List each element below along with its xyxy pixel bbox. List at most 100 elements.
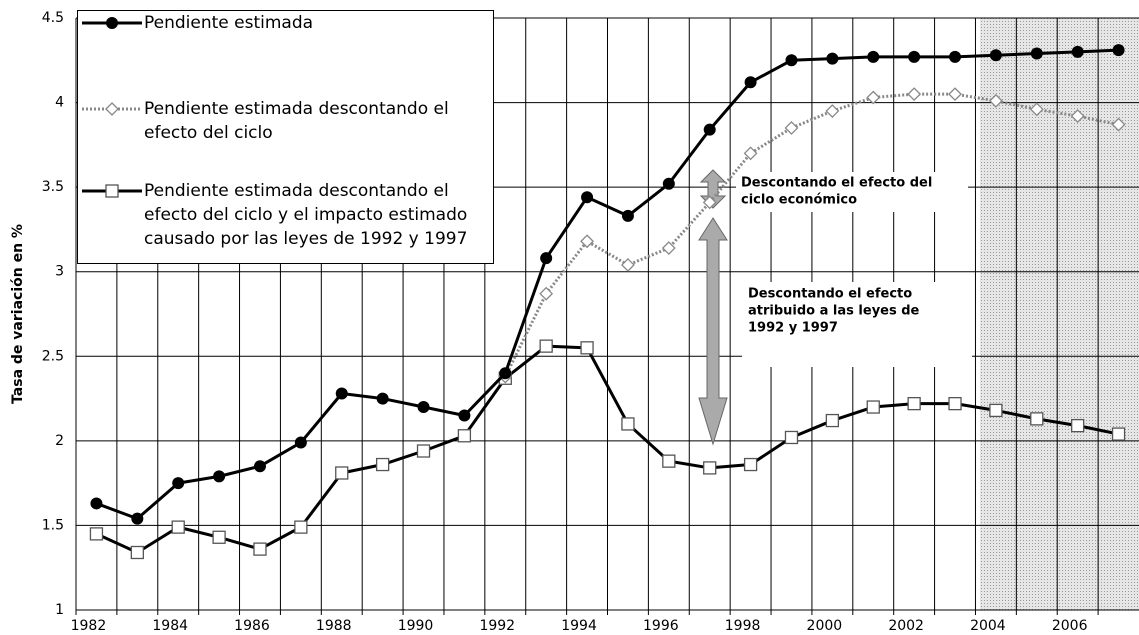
marker: [1112, 44, 1125, 57]
marker: [744, 76, 757, 89]
marker: [213, 470, 226, 483]
annotation: ciclo económico: [741, 193, 857, 208]
marker: [105, 102, 119, 116]
marker: [105, 184, 119, 198]
marker: [294, 520, 308, 534]
y-tick-label: 3.5: [42, 179, 64, 195]
marker: [785, 54, 798, 67]
marker: [335, 387, 348, 400]
marker: [417, 401, 430, 414]
marker: [90, 497, 103, 510]
x-tick-label: 1988: [316, 618, 352, 634]
y-axis-title: Tasa de variación en %: [10, 224, 26, 404]
marker: [784, 430, 799, 445]
annotation: Descontando el efecto del: [741, 176, 932, 191]
marker: [662, 454, 676, 468]
x-tick-label: 2006: [1052, 618, 1088, 634]
annotation: Descontando el efecto: [748, 287, 912, 302]
marker: [1071, 45, 1084, 58]
marker: [948, 87, 962, 102]
x-tick-label: 1990: [398, 618, 434, 634]
annotation: 1992 y 1997: [748, 321, 838, 336]
x-tick-label: 1986: [234, 618, 270, 634]
marker: [661, 241, 676, 255]
x-tick-label: 1992: [479, 618, 515, 634]
marker: [499, 367, 512, 380]
marker: [703, 123, 716, 136]
marker: [908, 50, 921, 63]
y-tick-label: 3: [55, 264, 64, 280]
marker: [375, 457, 390, 472]
x-tick-label: 1996: [643, 618, 679, 634]
annotation-bg: [742, 282, 972, 367]
marker: [621, 417, 635, 431]
marker: [703, 461, 717, 475]
annotations: Descontando el efecto del ciclo económico…: [698, 169, 972, 446]
marker: [702, 195, 717, 210]
marker: [621, 258, 635, 272]
marker: [253, 542, 267, 556]
legend-label: Pendiente estimada descontando el efecto…: [144, 181, 468, 249]
marker: [743, 457, 758, 472]
marker: [130, 545, 144, 560]
legend-icon: [82, 184, 142, 198]
marker: [825, 104, 840, 118]
marker: [989, 49, 1002, 62]
y-tick-label: 2: [55, 433, 64, 449]
x-tick-label: 2002: [888, 618, 924, 634]
marker: [458, 409, 471, 422]
marker: [294, 436, 307, 449]
marker: [106, 17, 118, 29]
marker: [1030, 47, 1043, 60]
y-tick-label: 1.5: [42, 517, 64, 533]
marker: [581, 191, 594, 204]
marker: [662, 177, 675, 190]
y-tick-label: 1: [55, 602, 64, 618]
annotation-bg: [736, 172, 968, 212]
annotation: atribuido a las leyes de: [748, 304, 920, 319]
x-tick-label: 1998: [725, 618, 761, 634]
marker: [580, 234, 594, 249]
marker: [988, 93, 1003, 108]
marker: [621, 209, 634, 222]
legend-label: Pendiente estimada descontando el efecto…: [144, 99, 449, 143]
marker: [580, 341, 594, 355]
marker: [89, 527, 104, 541]
marker: [825, 413, 840, 428]
x-tick-label: 1982: [71, 618, 107, 634]
marker: [376, 392, 389, 405]
projection-shading: [980, 18, 1139, 610]
marker: [866, 400, 880, 414]
marker: [539, 339, 553, 353]
series-line: [95, 48, 1119, 521]
x-tick-label: 2000: [807, 618, 843, 634]
marker: [171, 520, 185, 534]
marker: [335, 466, 349, 480]
marker: [539, 286, 554, 301]
marker: [1111, 427, 1126, 441]
y-tick-label: 4: [55, 95, 64, 111]
marker: [416, 444, 431, 458]
legend-icon: [82, 17, 142, 29]
marker: [1071, 418, 1085, 433]
marker: [1029, 102, 1044, 117]
series-line: [503, 92, 1119, 378]
x-tick-label: 2004: [970, 618, 1006, 634]
marker: [172, 477, 185, 490]
y-tick-label: 2.5: [42, 348, 64, 364]
marker: [1030, 412, 1044, 426]
y-tick-label: 4.5: [42, 10, 64, 26]
marker: [253, 460, 266, 473]
marker: [907, 87, 922, 102]
marker: [131, 512, 144, 525]
marker: [540, 252, 553, 265]
marker: [1111, 117, 1126, 132]
marker: [743, 146, 758, 161]
marker: [212, 530, 226, 544]
marker: [907, 396, 921, 411]
marker: [866, 90, 881, 105]
marker: [784, 121, 799, 135]
x-tick-label: 1984: [152, 618, 188, 634]
